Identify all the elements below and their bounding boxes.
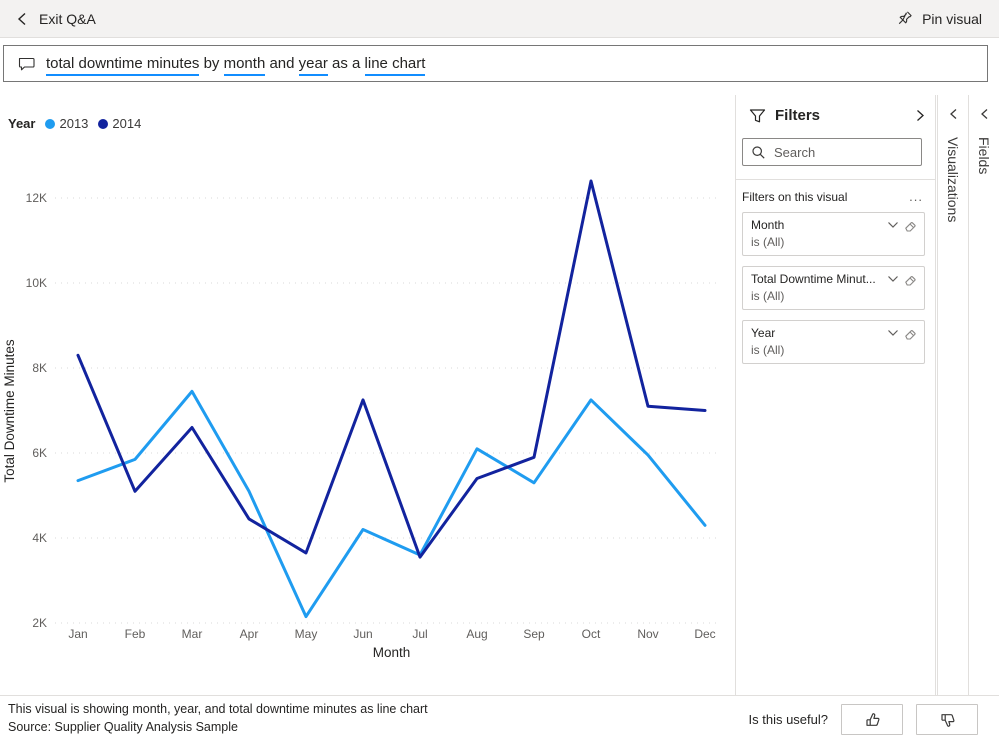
x-tick-label: Jan [68,627,87,641]
thumbs-up-button[interactable] [841,704,903,735]
x-tick-label: Jun [353,627,372,641]
footer-bar: This visual is showing month, year, and … [0,695,999,744]
exit-qna-label: Exit Q&A [39,10,96,27]
series-line-2013[interactable] [76,389,707,619]
filters-section-label: Filters on this visual [742,189,848,204]
x-tick-label: Apr [240,627,259,641]
pin-visual-label: Pin visual [922,10,982,27]
chevron-down-icon[interactable] [887,275,899,283]
legend-label-2013: 2013 [59,116,89,131]
x-tick-label: May [295,627,318,641]
fields-pane-label: Fields [976,137,992,175]
filters-search-input[interactable] [774,144,904,160]
visualizations-pane-collapsed[interactable]: Visualizations [937,95,968,695]
chevron-down-icon[interactable] [887,221,899,229]
x-tick-label: Dec [694,627,715,641]
filter-card-condition: is (All) [751,343,785,357]
thumbs-down-icon [938,711,957,729]
filter-card-condition: is (All) [751,235,785,249]
fields-pane-collapsed[interactable]: Fields [968,95,999,695]
filters-divider [736,179,935,180]
visualizations-pane-label: Visualizations [945,137,961,223]
filter-card-condition: is (All) [751,289,785,303]
x-tick-label: Jul [412,627,427,641]
filters-title: Filters [775,107,821,124]
question-term: year [298,55,328,76]
expand-visualizations-chevron-left-icon[interactable] [949,108,958,120]
x-tick-label: Aug [466,627,487,641]
x-axis-title: Month [373,645,411,660]
speech-bubble-icon [17,55,36,73]
y-tick-label: 4K [32,531,47,545]
y-tick-label: 10K [26,276,47,290]
collapse-filters-chevron-right-icon[interactable] [915,109,925,122]
legend-label-2014: 2014 [112,116,142,131]
filter-funnel-icon [749,108,766,124]
legend-dot-2014 [98,118,109,129]
thumbs-down-button[interactable] [916,704,978,735]
legend-title: Year [8,116,36,131]
filter-card-name: Year [751,326,776,340]
expand-fields-chevron-left-icon[interactable] [980,108,989,120]
exit-qna-button[interactable]: Exit Q&A [0,11,96,27]
filters-on-visual-section: Filters on this visual ... [736,180,935,212]
x-tick-label: Feb [125,627,146,641]
search-icon [751,145,766,160]
question-text: total downtime minutes by month and year… [46,55,426,76]
filter-card-year[interactable]: Year is (All) [742,320,925,364]
chart-legend: Year 2013 2014 [8,116,141,131]
thumbs-up-icon [863,711,882,729]
legend-item-2014[interactable]: 2014 [98,116,141,131]
question-word: and [265,55,299,72]
filter-card-total-downtime[interactable]: Total Downtime Minut... is (All) [742,266,925,310]
is-this-useful-label: Is this useful? [748,712,829,727]
top-bar: Exit Q&A Pin visual [0,0,999,38]
clear-filter-eraser-icon[interactable] [904,327,917,340]
question-term: total downtime minutes [46,55,200,76]
question-input[interactable]: total downtime minutes by month and year… [3,45,988,82]
legend-dot-2013 [45,118,56,129]
x-tick-label: Sep [523,627,545,641]
line-chart-visual[interactable]: Year 2013 2014 2K 4K 6K 8K 10K 12K Jan Feb Mar Ap… [0,95,735,695]
question-term: month [223,55,266,76]
y-tick-label: 6K [32,446,47,460]
y-tick-label: 12K [26,191,47,205]
line-chart-canvas[interactable]: 2K 4K 6K 8K 10K 12K Jan Feb Mar Apr May Jun Jul Aug Se… [0,95,735,695]
y-tick-label: 2K [32,616,47,630]
filters-panel: Filters Filters on this visual ... Month… [735,95,936,695]
pin-visual-button[interactable]: Pin visual [896,10,999,27]
clear-filter-eraser-icon[interactable] [904,219,917,232]
more-options-icon[interactable]: ... [909,189,923,204]
chevron-left-icon [16,12,28,26]
clear-filter-eraser-icon[interactable] [904,273,917,286]
question-word: by [199,55,224,72]
source-text: Source: Supplier Quality Analysis Sample [8,720,238,734]
question-term: line chart [364,55,426,76]
y-axis-title: Total Downtime Minutes [2,339,17,483]
y-tick-label: 8K [32,361,47,375]
question-word: as a [327,55,365,72]
x-tick-label: Mar [182,627,203,641]
x-tick-label: Nov [637,627,658,641]
filters-search-box[interactable] [742,138,922,166]
x-tick-label: Oct [582,627,601,641]
filter-card-month[interactable]: Month is (All) [742,212,925,256]
visual-description-text: This visual is showing month, year, and … [8,702,428,716]
filter-card-name: Total Downtime Minut... [751,272,876,286]
series-line-2014[interactable] [76,179,707,559]
filters-header: Filters [736,95,935,124]
pin-icon [896,10,913,27]
chevron-down-icon[interactable] [887,329,899,337]
legend-item-2013[interactable]: 2013 [45,116,88,131]
filter-card-name: Month [751,218,785,232]
